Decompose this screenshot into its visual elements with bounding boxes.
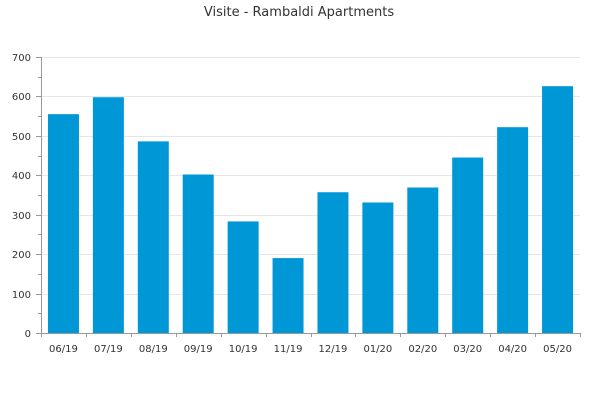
bar <box>317 192 349 333</box>
bar <box>227 221 259 333</box>
x-tick-label: 01/20 <box>363 344 392 355</box>
y-tick-label: 200 <box>12 250 31 261</box>
x-tick-label: 09/19 <box>184 344 213 355</box>
y-tick-label: 300 <box>12 211 31 222</box>
bar <box>272 258 304 333</box>
bars <box>47 86 574 334</box>
bar <box>452 157 484 333</box>
bar <box>137 141 169 333</box>
x-tick-label: 02/20 <box>408 344 437 355</box>
chart-title: Visite - Rambaldi Apartments <box>204 5 394 20</box>
x-tick-label: 03/20 <box>453 344 482 355</box>
x-tick-label: 12/19 <box>319 344 348 355</box>
x-tick-label: 07/19 <box>94 344 123 355</box>
x-tick-label: 06/19 <box>49 344 78 355</box>
y-tick-label: 100 <box>12 290 31 301</box>
bar <box>362 202 394 333</box>
y-tick-label: 700 <box>12 53 31 64</box>
bar <box>47 114 79 333</box>
bar <box>497 127 529 334</box>
y-tick-label: 600 <box>12 92 31 103</box>
x-tick-labels: 06/19 07/19 08/19 09/19 10/19 11/19 12/19 01/20… <box>49 344 572 355</box>
bar <box>182 174 214 333</box>
x-tick-label: 11/19 <box>274 344 303 355</box>
bar <box>542 86 574 334</box>
x-tick-label: 08/19 <box>139 344 168 355</box>
bar <box>92 97 124 333</box>
gridlines <box>41 57 580 295</box>
x-tick-label: 05/20 <box>543 344 572 355</box>
x-tick-label: 10/19 <box>229 344 258 355</box>
y-tick-labels: 0 100 200 300 400 500 600 700 <box>12 53 31 340</box>
bar <box>407 187 439 333</box>
y-tick-label: 400 <box>12 171 31 182</box>
y-tick-label: 500 <box>12 132 31 143</box>
x-tick-label: 04/20 <box>498 344 527 355</box>
y-tick-label: 0 <box>25 329 31 340</box>
axes <box>36 57 581 337</box>
